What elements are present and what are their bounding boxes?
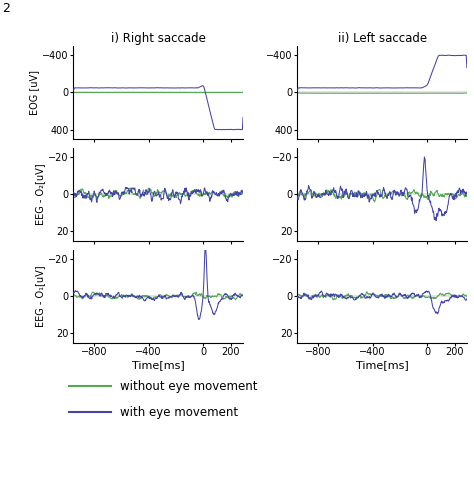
X-axis label: Time[ms]: Time[ms]: [132, 360, 185, 370]
X-axis label: Time[ms]: Time[ms]: [356, 360, 409, 370]
Title: i) Right saccade: i) Right saccade: [111, 32, 206, 45]
Y-axis label: EOG [uV]: EOG [uV]: [29, 70, 39, 115]
Text: 2: 2: [2, 2, 10, 16]
Legend: without eye movement, with eye movement: without eye movement, with eye movement: [64, 375, 263, 424]
Title: ii) Left saccade: ii) Left saccade: [337, 32, 427, 45]
Y-axis label: EEG - O₁[uV]: EEG - O₁[uV]: [36, 265, 46, 327]
Y-axis label: EEG - O₂[uV]: EEG - O₂[uV]: [36, 164, 46, 225]
